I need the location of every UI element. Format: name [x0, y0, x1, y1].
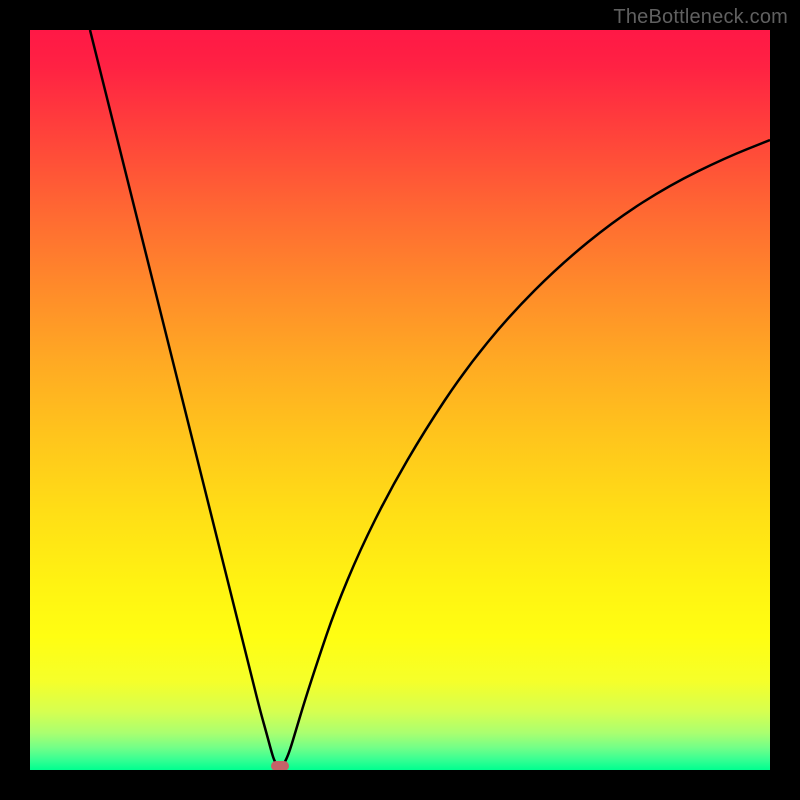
curve-left-branch	[90, 30, 277, 765]
bottleneck-curve	[30, 30, 770, 770]
curve-right-branch	[283, 140, 770, 765]
watermark-text: TheBottleneck.com	[613, 6, 788, 29]
plot-area	[30, 30, 770, 770]
bottom-frame-bar	[0, 770, 800, 800]
figure-root: TheBottleneck.com	[0, 0, 800, 800]
